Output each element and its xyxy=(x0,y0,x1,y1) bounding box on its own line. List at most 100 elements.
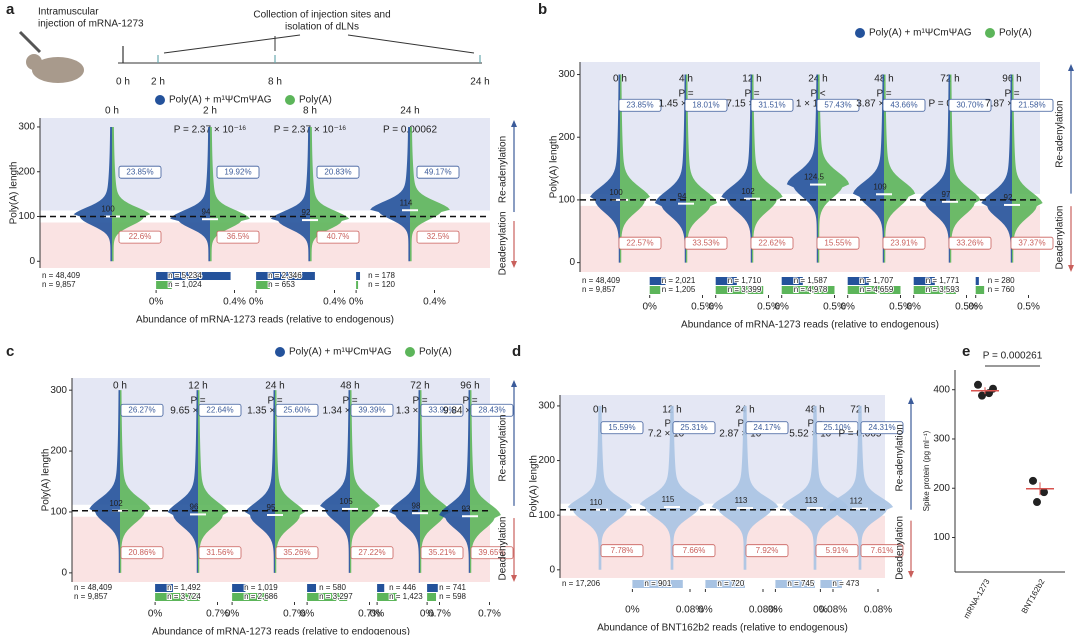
violin-half xyxy=(275,390,306,573)
percent-label: 7.66% xyxy=(683,546,706,555)
abundance-bar xyxy=(775,580,815,588)
median-label: 97 xyxy=(942,190,951,199)
y-tick-label: 200 xyxy=(558,132,575,143)
percent-box xyxy=(745,421,789,435)
mouse-body xyxy=(32,57,84,83)
abundance-bar xyxy=(913,286,956,294)
percent-box xyxy=(600,421,644,435)
median-label: 113 xyxy=(735,496,748,505)
n-label: n = 1,423 xyxy=(389,592,423,601)
percent-label: 5.91% xyxy=(826,546,849,555)
timepoint: 8 h xyxy=(268,77,282,88)
violin-half xyxy=(439,390,470,573)
median-label: 94 xyxy=(678,192,687,201)
abundance-tick-label: 0.7% xyxy=(283,609,306,620)
n-label: n = 4,978 xyxy=(794,285,828,294)
time-label: 2 h xyxy=(203,106,217,117)
abundance-bar xyxy=(847,277,869,285)
abundance-bar xyxy=(781,277,803,285)
y-tick-label: 100 xyxy=(18,211,35,222)
percent-label: 22.57% xyxy=(626,238,653,247)
median-label: 105 xyxy=(339,497,353,506)
percent-label: 31.56% xyxy=(206,548,233,557)
percent-label: 20.86% xyxy=(128,548,155,557)
median-label: 100 xyxy=(609,188,623,197)
violin-half xyxy=(350,390,381,573)
violin-half xyxy=(370,126,410,262)
percent-label: 37.37% xyxy=(1018,238,1045,247)
y-axis-label: Poly(A) length xyxy=(549,136,560,199)
abundance-bar xyxy=(781,286,835,294)
panel-letter: d xyxy=(512,343,521,360)
abundance-tick-label: 0.5% xyxy=(1017,302,1040,313)
abundance-bar xyxy=(649,286,661,294)
abundance-bar xyxy=(632,580,683,588)
y-tick-label: 100 xyxy=(933,532,950,543)
n-label: n = 580 xyxy=(319,583,346,592)
n-label: n = 1,019 xyxy=(244,583,278,592)
percent-box xyxy=(816,98,860,112)
n-label: n = 9,857 xyxy=(582,285,616,294)
violin-half xyxy=(745,405,779,570)
schematic-text: Collection of injection sites and xyxy=(253,10,390,21)
abundance-tick-label: 0% xyxy=(708,302,723,313)
abundance-bar xyxy=(913,277,935,285)
percent-label: 22.64% xyxy=(206,405,233,414)
time-label: 0 h xyxy=(113,381,127,392)
abundance-tick-label: 0.7% xyxy=(478,609,501,620)
abundance-tick-label: 0% xyxy=(906,302,921,313)
syringe xyxy=(18,30,42,54)
timepoint: 24 h xyxy=(470,77,489,88)
percent-box xyxy=(882,236,926,250)
violin-half xyxy=(950,74,981,263)
abundance-tick-label: 0% xyxy=(420,609,435,620)
median-label: 115 xyxy=(662,495,675,504)
abundance-bar xyxy=(155,593,200,601)
n-label: n = 120 xyxy=(368,280,395,289)
violin-half xyxy=(89,390,120,573)
schematic-text: isolation of dLNs xyxy=(285,22,359,33)
n-label: n = 1,710 xyxy=(728,276,762,285)
percent-label: 21.58% xyxy=(1018,100,1045,109)
violin-half xyxy=(826,405,860,570)
n-label: n = 48,409 xyxy=(74,583,113,592)
panel-letter: c xyxy=(6,343,14,360)
percent-label: 18.01% xyxy=(692,100,719,109)
abundance-tick-label: 0% xyxy=(768,605,783,616)
n-label: n = 5,234 xyxy=(168,271,202,280)
median-label: 100 xyxy=(101,205,115,214)
abundance-bar xyxy=(232,593,268,601)
median-label: 112 xyxy=(850,497,863,506)
n-label: n = 741 xyxy=(439,583,466,592)
y-axis-label: Poly(A) length xyxy=(9,162,20,225)
abundance-bar xyxy=(847,286,901,294)
median-label: 94 xyxy=(202,207,211,216)
violin-half xyxy=(112,126,151,262)
percent-box xyxy=(745,544,789,558)
abundance-bar xyxy=(256,272,315,280)
percent-label: 7.78% xyxy=(611,546,634,555)
y-axis-label: Poly(A) length xyxy=(529,455,540,518)
n-label: n = 280 xyxy=(988,276,1015,285)
percent-box xyxy=(420,403,464,417)
abundance-tick-label: 0% xyxy=(774,302,789,313)
percent-label: 25.60% xyxy=(283,405,310,414)
percent-box xyxy=(350,403,394,417)
median-label: 95 xyxy=(267,503,276,512)
up-arrow-head xyxy=(1068,64,1074,71)
percent-box xyxy=(600,544,644,558)
abundance-bar xyxy=(256,281,270,289)
percent-box xyxy=(216,230,260,244)
n-label: n = 3,593 xyxy=(926,285,960,294)
median-label: 102 xyxy=(109,499,123,508)
time-label: 72 h xyxy=(410,381,429,392)
panel-letter: e xyxy=(962,343,970,360)
n-label: n = 48,409 xyxy=(582,276,621,285)
violin-half xyxy=(270,126,310,262)
percent-box xyxy=(860,544,904,558)
abundance-tick-label: 0.08% xyxy=(864,605,892,616)
n-label: n = 1,205 xyxy=(662,285,696,294)
percent-label: 33.26% xyxy=(956,238,983,247)
n-label: n = 745 xyxy=(787,579,814,588)
y-tick-label: 400 xyxy=(933,384,950,395)
